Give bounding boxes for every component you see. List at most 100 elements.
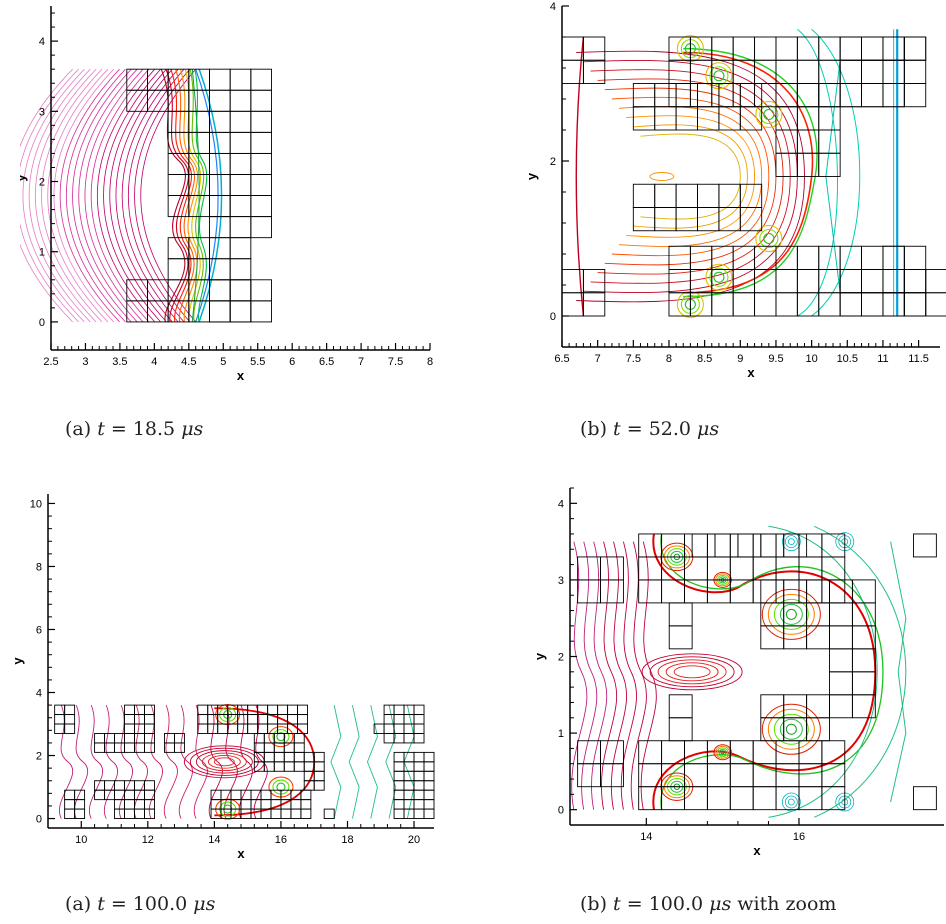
amr-block (903, 36, 927, 61)
amr-block (668, 694, 693, 719)
vortex-contour (773, 598, 809, 630)
amr-block (144, 799, 155, 810)
amr-block (839, 292, 862, 317)
amr-block (654, 106, 677, 131)
x-tick-label: 5 (220, 356, 226, 368)
amr-block (277, 704, 289, 716)
vortex-contour (713, 70, 725, 82)
contour-line (109, 68, 167, 323)
vortex-contour (763, 232, 775, 245)
amr-block (829, 694, 853, 719)
contours-b (575, 28, 899, 318)
amr-block (839, 59, 862, 84)
amr-block (134, 704, 145, 716)
x-tick-label: 12 (142, 834, 154, 846)
y-tick-label: 1 (558, 728, 564, 740)
x-tick-label: 7.5 (626, 353, 641, 365)
contour-line (811, 28, 861, 317)
contour-line (140, 68, 197, 323)
vortex-contour (268, 726, 294, 748)
vortex-contour (709, 66, 729, 86)
amr-block (413, 761, 425, 772)
vortex-contour (657, 659, 727, 685)
amr-block (775, 292, 798, 317)
contours-d (571, 525, 907, 818)
x-tick-label: 6 (289, 356, 295, 368)
amr-block (94, 742, 106, 753)
amr-block (829, 671, 853, 696)
amr-block (403, 714, 415, 725)
amr-block (861, 269, 884, 294)
x-tick-label: 8 (666, 353, 672, 365)
x-axis-label: x (753, 843, 761, 858)
amr-block (796, 59, 820, 84)
vortex-contour (673, 665, 711, 679)
amr-block (250, 152, 272, 175)
amr-block (273, 751, 285, 763)
amr-block (675, 183, 698, 208)
amr-block (423, 751, 435, 763)
amr-block (818, 106, 841, 131)
x-tick-label: 4.5 (181, 356, 196, 368)
x-tick-label: 10 (805, 353, 817, 365)
vortex-contour (779, 603, 803, 625)
y-tick-label: 4 (558, 498, 564, 510)
amr-block (383, 723, 395, 734)
amr-block (600, 579, 624, 604)
amr-block (732, 292, 756, 317)
amr-block (217, 723, 229, 734)
amr-block (861, 59, 884, 84)
x-tick-label: 8.5 (697, 353, 712, 365)
amr-block (229, 300, 252, 323)
amr-block (134, 733, 145, 744)
y-tick-label: 1 (39, 247, 45, 259)
contour-line (103, 68, 161, 323)
amr-block (689, 83, 713, 108)
y-axis-label: y (532, 652, 547, 660)
contours-c (59, 704, 415, 820)
vortex-contour (713, 271, 725, 283)
amr-block (217, 714, 229, 725)
amr-block (64, 799, 76, 810)
amr-block (209, 195, 231, 218)
amr-block (423, 761, 435, 772)
contour-line (581, 541, 598, 810)
amr-block (861, 292, 884, 317)
amr-block (684, 763, 708, 788)
amr-block (287, 704, 299, 716)
amr-block (114, 780, 125, 791)
vortex-contour (781, 792, 801, 812)
amr-block (903, 292, 927, 317)
contour-line (160, 68, 186, 323)
amr-block (229, 131, 252, 154)
amr-block (775, 59, 798, 84)
vortex-contour (785, 608, 797, 620)
amr-block (851, 602, 876, 627)
amr-block (851, 648, 876, 673)
amr-block (173, 742, 185, 753)
amr-block (413, 733, 425, 744)
x-tick-label: 16 (793, 831, 805, 843)
vortex-contour (709, 267, 729, 287)
amr-block (104, 789, 116, 801)
amr-block (818, 292, 841, 317)
contour-line (118, 704, 134, 819)
amr-block (313, 761, 325, 772)
amr-block (925, 269, 946, 294)
amr-block (760, 533, 785, 558)
amr-block (126, 300, 148, 323)
caption-a: (a) t = 18.5 μs (65, 418, 204, 440)
amr-block (300, 799, 312, 810)
amr-block (706, 533, 731, 558)
amr-block (861, 83, 884, 108)
amr-block (229, 174, 252, 197)
amr-block (280, 789, 292, 801)
amr-block (283, 761, 295, 772)
panel-a: 2.5 3 3.5 4 4.5 5 5.5 6 6.5 7 7.5 8 0 1 2 3 4 x y (10, 0, 450, 395)
vortex-contour (767, 708, 815, 750)
amr-block (561, 292, 584, 317)
amr-block (821, 533, 846, 558)
vortex-contour (715, 745, 731, 759)
amr-block (173, 733, 185, 744)
amr-block (697, 183, 720, 208)
